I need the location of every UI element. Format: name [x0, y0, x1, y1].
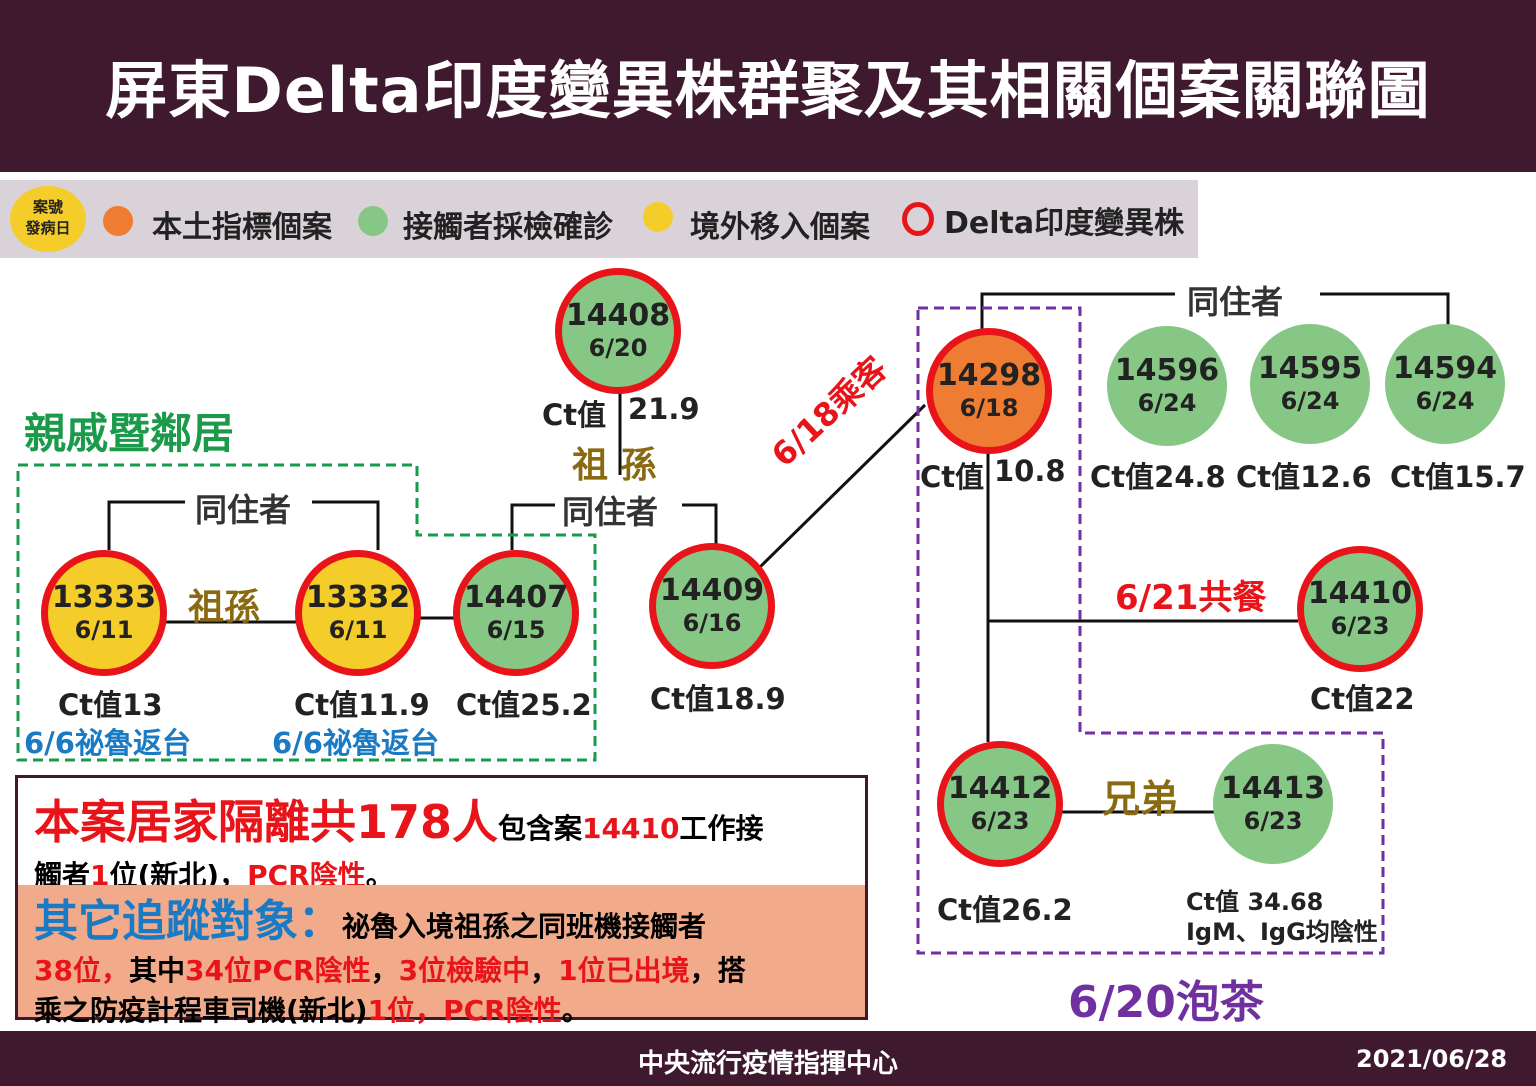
bracket-cohabit1-right: [312, 500, 380, 550]
other-tracking-section: 其它追蹤對象：祕魯入境祖孫之同班機接觸者 38位，其中34位PCR陰性，3位檢驗…: [18, 885, 865, 1027]
info-text: 14410: [582, 812, 680, 845]
info-text: ，: [370, 954, 399, 987]
case-node-14594: 14594 6/24: [1385, 324, 1505, 444]
green-dot-icon: [358, 206, 388, 236]
info-text: ，搭: [689, 954, 746, 987]
case-node-14412: 14412 6/23: [937, 741, 1063, 867]
info-text: 1位，PCR陰性: [367, 994, 562, 1027]
ct-14594: Ct值15.7: [1390, 460, 1526, 494]
note-14413: IgM、IgG均陰性: [1186, 918, 1378, 946]
ct-14413: Ct值 34.68: [1186, 888, 1324, 916]
info-text: 祕魯入境祖孫之同班機接觸者: [342, 910, 707, 943]
ct-14595: Ct值12.6: [1236, 460, 1372, 494]
tea-box: [916, 306, 1385, 955]
ct-14412: Ct值26.2: [937, 893, 1073, 927]
ct-14408-value: 21.9: [628, 392, 700, 426]
footer-bar: 中央流行疫情指揮中心 2021/06/28: [0, 1031, 1536, 1086]
note-13333: 6/6祕魯返台: [24, 726, 191, 760]
info-text: 1: [90, 859, 110, 892]
note-13332: 6/6祕魯返台: [272, 726, 439, 760]
info-text: 1位已出境: [558, 954, 690, 987]
relation-meal: 6/21共餐: [1115, 578, 1267, 618]
relatives-box: [16, 463, 597, 762]
ct-14596: Ct值24.8: [1090, 460, 1226, 494]
bracket-cohabit2-right: [682, 503, 718, 545]
ct-14298-value: 10.8: [994, 454, 1066, 488]
case-node-14408: 14408 6/20: [555, 268, 681, 394]
ct-13332: Ct值11.9: [294, 688, 430, 722]
header-bar: [0, 0, 1536, 172]
case-node-14595: 14595 6/24: [1250, 324, 1370, 444]
case-node-14409: 14409 6/16: [649, 543, 775, 669]
info-text: 3位檢驗中: [398, 954, 531, 987]
orange-dot-icon: [103, 206, 133, 236]
group-tea-label: 6/20泡茶: [1068, 977, 1264, 1028]
other-tracking-title: 其它追蹤對象：: [34, 896, 342, 947]
info-text: 34位PCR陰性: [184, 954, 371, 987]
legend-local: 本土指標個案: [152, 210, 332, 245]
line-taxi: [758, 403, 927, 569]
case-node-13332: 13332 6/11: [295, 550, 421, 676]
bracket-cohabit2-left: [510, 503, 555, 550]
ct-14407: Ct值25.2: [456, 688, 592, 722]
case-node-13333: 13333 6/11: [41, 550, 167, 676]
legend-imported: 境外移入個案: [690, 210, 870, 245]
bracket-cohabit3-left: [980, 292, 1175, 330]
quarantine-info-box: 本案居家隔離共178人包含案14410工作接 觸者1位(新北)，PCR陰性。 其…: [15, 775, 868, 1027]
red-ring-icon: [902, 202, 934, 236]
relation-cohabit3: 同住者: [1187, 283, 1284, 321]
info-text: 。: [561, 994, 590, 1027]
info-text: 工作接: [679, 812, 764, 845]
relation-grand1: 祖 孫: [572, 445, 657, 486]
info-text: 其中: [128, 954, 185, 987]
footer-org: 中央流行疫情指揮中心: [637, 1049, 898, 1079]
badge-onset: 發病日: [25, 219, 71, 237]
info-text: 包含案: [498, 812, 583, 845]
page-title: 屏東Delta印度變異株群聚及其相關個案關聯圖: [105, 54, 1431, 127]
legend: 本土指標個案 接觸者採檢確診 境外移入個案 Delta印度變異株: [0, 180, 1198, 258]
relation-cohabit1: 同住者: [195, 491, 292, 529]
relation-grand2: 祖孫: [188, 587, 261, 628]
group-relatives-label: 親戚暨鄰居: [24, 409, 235, 458]
ct-14410: Ct值22: [1310, 682, 1415, 716]
legend-delta: Delta印度變異株: [944, 206, 1185, 241]
bracket-cohabit3-right: [1320, 292, 1450, 325]
legend-badge: 案號 發病日: [10, 186, 86, 252]
footer-date: 2021/06/28: [1356, 1045, 1508, 1073]
info-text: 38位，: [34, 954, 129, 987]
quarantine-total: 本案居家隔離共178人: [34, 795, 499, 849]
case-node-14413: 14413 6/23: [1213, 744, 1333, 864]
ct-13333: Ct值13: [58, 688, 163, 722]
yellow-dot-icon: [643, 202, 673, 232]
legend-contact: 接觸者採檢確診: [403, 210, 613, 245]
case-node-14410: 14410 6/23: [1297, 546, 1423, 672]
relation-cohabit2: 同住者: [562, 493, 659, 531]
badge-case-no: 案號: [32, 198, 63, 216]
case-node-14596: 14596 6/24: [1107, 326, 1227, 446]
info-text: ，: [530, 954, 559, 987]
case-node-14298: 14298 6/18: [926, 328, 1052, 454]
ct-14298-label: Ct值: [920, 460, 985, 494]
ct-14408-label: Ct值: [542, 398, 607, 432]
case-node-14407: 14407 6/15: [453, 550, 579, 676]
ct-14409: Ct值18.9: [650, 682, 786, 716]
bracket-cohabit1-left: [107, 500, 185, 550]
info-text: 乘之防疫計程車司機(新北): [34, 994, 368, 1027]
relation-brothers: 兄弟: [1102, 777, 1179, 821]
